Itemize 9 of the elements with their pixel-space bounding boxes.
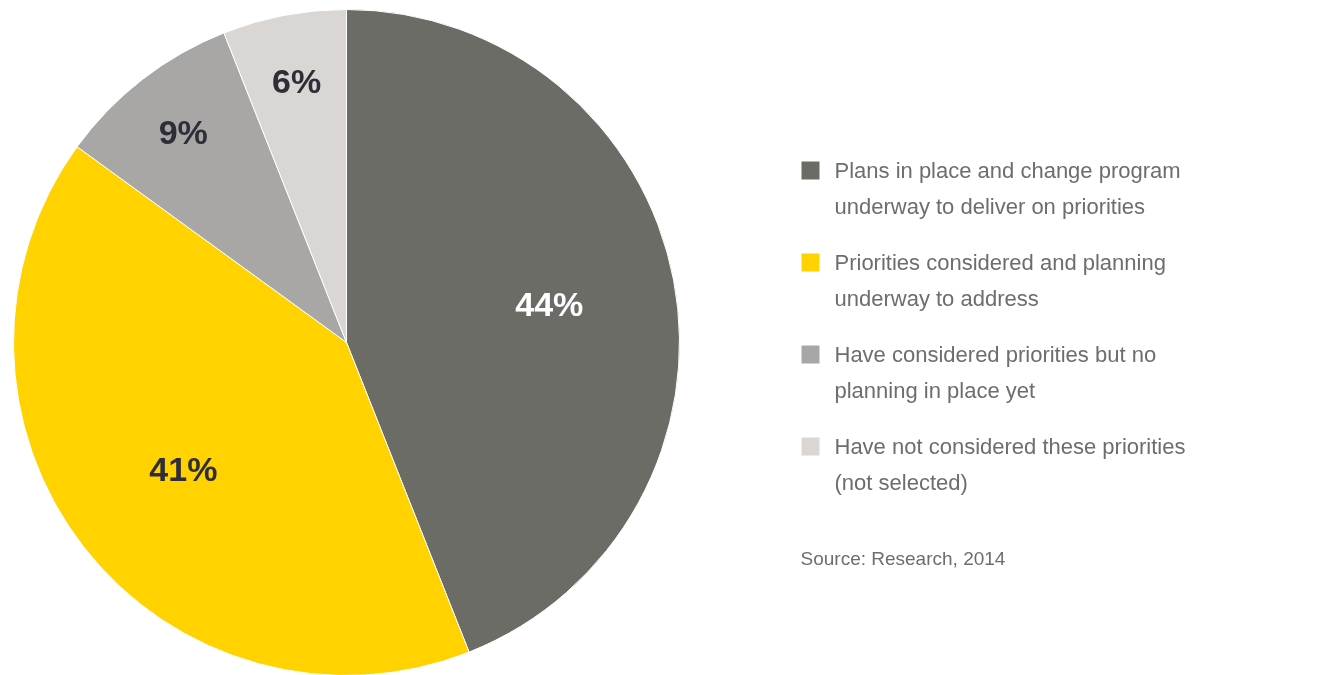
source-note: Source: Research, 2014 bbox=[800, 548, 1006, 569]
legend-label: Have considered priorities but no planning in place yet bbox=[834, 342, 1157, 403]
data-label: 9% bbox=[158, 113, 208, 151]
data-label: 44% bbox=[515, 284, 584, 323]
data-label: 6% bbox=[272, 61, 322, 100]
legend-label: Plans in place and change program underway to deliver on priorities bbox=[834, 158, 1181, 219]
data-label: 41% bbox=[149, 450, 218, 489]
legend-label: Have not considered these priorities (not selected) bbox=[834, 434, 1186, 495]
legend-label: Priorities considered and planning underway to address bbox=[834, 250, 1166, 311]
